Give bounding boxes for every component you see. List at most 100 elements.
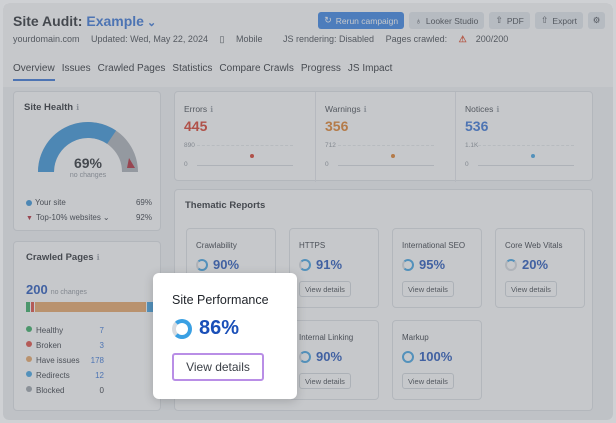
legend-label: Have issues [36,356,80,365]
looker-studio-button[interactable]: ♁ Looker Studio [409,12,485,29]
status-dot-icon [26,326,32,332]
report-label: Crawlability [196,241,237,250]
report-score: 20% [505,257,548,272]
report-value: 91% [316,257,343,272]
notices-label-text: Notices [465,104,494,114]
notices-grid [478,145,574,146]
legend-your-site: Your site 69% [26,198,152,207]
errors-axis-top: 890 [184,142,195,149]
notices-axis-bottom: 0 [465,161,469,168]
legend-row-blocked[interactable]: Blocked 0 [26,386,104,395]
report-international-seo[interactable]: International SEO 95% View details [392,228,482,308]
site-health-value: 69% [73,155,103,171]
mobile-icon: ▯ [219,34,225,44]
report-label: Core Web Vitals [505,241,563,250]
crawled-count-note: no changes [50,289,87,296]
tab-crawled-pages[interactable]: Crawled Pages [97,63,166,74]
report-score: 90% [196,257,239,272]
view-details-button[interactable]: View details [402,373,454,389]
bar-segment-have-issues [34,302,146,312]
report-markup[interactable]: Markup 100% View details [392,320,482,400]
crawled-count-value: 200 [26,282,48,297]
view-details-button[interactable]: View details [505,281,557,297]
warnings-metric[interactable]: Warnings ℹ 356 712 0 [315,92,455,182]
project-selector[interactable]: Example ⌄ [86,13,156,29]
info-icon: ℹ [363,105,367,114]
report-value: 90% [213,257,240,272]
warnings-label: Warnings ℹ [325,104,367,114]
info-icon[interactable]: ℹ [76,103,80,112]
status-dot-icon [26,386,32,392]
report-label: Markup [402,333,429,342]
site-performance-title: Site Performance [172,293,269,307]
report-https[interactable]: HTTPS 91% View details [289,228,379,308]
legend-value: 0 [99,386,104,395]
crawl-meta: yourdomain.com Updated: Wed, May 22, 202… [13,34,526,45]
report-score: 91% [299,257,342,272]
report-core-web-vitals[interactable]: Core Web Vitals 20% View details [495,228,585,308]
report-value: 95% [419,257,446,272]
legend-row-broken[interactable]: Broken 3 [26,341,104,350]
looker-studio-icon: ♁ [415,15,422,26]
crawled-pages-title: Crawled Pages ℹ [26,252,100,263]
domain-label: yourdomain.com [13,34,80,44]
legend-row-redirects[interactable]: Redirects 12 [26,371,104,380]
tab-compare-crawls[interactable]: Compare Crawls [219,63,294,74]
pdf-button[interactable]: ⇧ PDF [489,12,530,29]
view-details-button[interactable]: View details [402,281,454,297]
tab-js-impact[interactable]: JS Impact [347,63,393,74]
crawled-pages-title-text: Crawled Pages [26,252,94,263]
tab-bar: Overview Issues Crawled Pages Statistics… [13,63,392,81]
project-name: Example [86,13,144,29]
notices-value: 536 [465,118,489,134]
site-health-subtitle: no changes [69,172,107,179]
notices-metric[interactable]: Notices ℹ 536 1.1K 0 [455,92,595,182]
notices-axis-top: 1.1K [465,142,479,149]
rerun-campaign-button[interactable]: ↻ Rerun campaign [318,12,405,29]
report-score: 95% [402,257,445,272]
upload-icon: ⇧ [495,15,503,25]
bar-segment-broken [31,302,34,312]
report-value: 90% [316,349,343,364]
legend-top-websites[interactable]: ▼ Top-10% websites ⌄ 92% [26,213,152,222]
info-icon: ℹ [210,105,214,114]
progress-ring-icon [172,318,192,339]
legend-value: 7 [99,326,104,335]
pdf-label: PDF [506,15,524,26]
progress-ring-icon [402,258,414,271]
tab-progress[interactable]: Progress [300,63,341,74]
upload-icon: ⇧ [540,15,549,25]
info-icon[interactable]: ℹ [96,253,100,262]
tab-overview[interactable]: Overview [13,63,55,81]
site-health-title-text: Site Health [24,102,74,113]
report-score: 90% [299,349,342,364]
progress-ring-icon [299,350,311,363]
errors-metric[interactable]: Errors ℹ 445 890 0 [175,92,315,182]
settings-button[interactable]: ⚙ [588,12,605,29]
progress-ring-icon [505,258,517,271]
warnings-grid [338,145,434,146]
tab-issues[interactable]: Issues [61,63,91,74]
export-button[interactable]: ⇧ Export [534,12,583,29]
crawled-pages-count[interactable]: 200 no changes [26,282,87,297]
view-details-button[interactable]: View details [172,353,264,381]
js-rendering-label: JS rendering: Disabled [282,34,375,44]
rerun-label: Rerun campaign [335,15,399,26]
errors-axis-bottom: 0 [184,161,188,168]
legend-value: 178 [90,356,104,365]
header: Site Audit: Example ⌄ yourdomain.com Upda… [3,3,613,87]
info-icon: ℹ [496,105,500,114]
progress-ring-icon [402,350,414,363]
legend-value: 12 [95,371,104,380]
view-details-button[interactable]: View details [299,281,351,297]
view-details-button[interactable]: View details [299,373,351,389]
title-prefix: Site Audit: [13,13,83,29]
legend-label: Redirects [36,371,70,380]
looker-label: Looker Studio [425,15,479,26]
warnings-trend-dot [391,154,395,158]
legend-row-healthy[interactable]: Healthy 7 [26,326,104,335]
crawled-pages-card: Crawled Pages ℹ 200 no changes Healthy 7 Bro… [13,241,161,411]
legend-row-have-issues[interactable]: Have issues 178 [26,356,104,365]
site-audit-page: Site Audit: Example ⌄ yourdomain.com Upda… [3,3,613,420]
tab-statistics[interactable]: Statistics [172,63,213,74]
